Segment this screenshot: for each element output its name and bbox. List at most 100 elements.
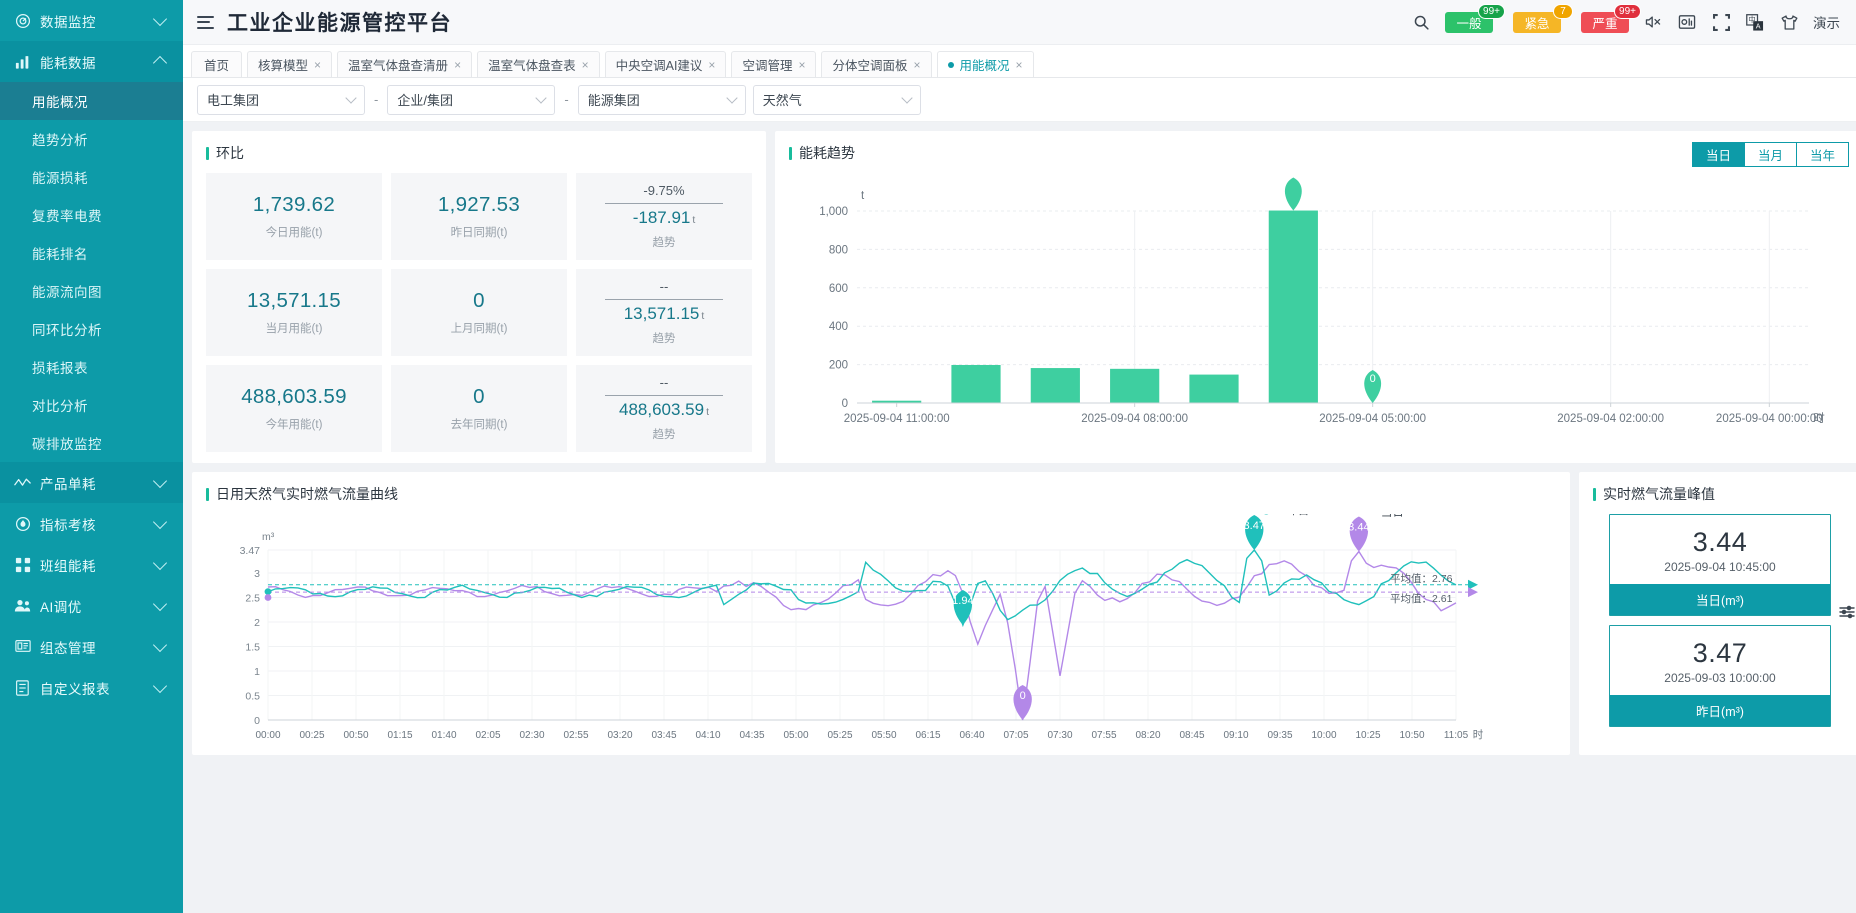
chevron-down-icon: [152, 637, 168, 652]
tab-close-icon[interactable]: ×: [314, 57, 322, 72]
trend-percent: --: [659, 279, 669, 294]
tab-close-icon[interactable]: ×: [798, 57, 806, 72]
peak-box-list: 3.44 2025-09-04 10:45:00 当日(m³) 3.47 2025-09…: [1593, 514, 1847, 727]
sidebar-item-1-6[interactable]: 同环比分析: [32, 323, 102, 338]
alert-pill-1[interactable]: 紧急 7: [1513, 3, 1573, 33]
svg-text:0: 0: [1370, 373, 1376, 385]
gauge-icon: [14, 12, 31, 29]
sidebar-group-4[interactable]: 班组能耗: [0, 544, 183, 585]
svg-text:0.5: 0.5: [245, 691, 260, 703]
sidebar-group-2[interactable]: 产品单耗: [0, 462, 183, 503]
tab-6[interactable]: 分体空调面板 ×: [821, 51, 932, 77]
svg-text:05:50: 05:50: [871, 730, 896, 741]
gas-flow-title: 日用天然气实时燃气流量曲线: [206, 484, 1556, 504]
alert-pill-2[interactable]: 严重 99+: [1581, 3, 1641, 33]
chevron-down-icon: [152, 473, 168, 488]
svg-text:11:05: 11:05: [1444, 730, 1469, 741]
sidebar-item-1-8[interactable]: 对比分析: [32, 399, 88, 414]
screenshot-icon[interactable]: [1677, 12, 1697, 32]
energy-trend-card: 能耗趋势 当日 当月 当年 0 200 400 600 800 1,000 t 2025-09-0…: [775, 131, 1856, 463]
svg-text:00:00: 00:00: [255, 730, 280, 741]
group-select[interactable]: 电工集团: [197, 84, 365, 115]
tab-3[interactable]: 温室气体盘查表 ×: [477, 51, 600, 77]
fullscreen-icon[interactable]: [1711, 12, 1731, 32]
svg-text:昨日: 昨日: [1286, 514, 1309, 517]
range-button-0[interactable]: 当日: [1691, 142, 1745, 167]
tab-bar: 首页 核算模型 × 温室气体盘查清册 × 温室气体盘查表 × 中央空调AI建议 × 空调管理 × 分体…: [183, 45, 1856, 78]
settings-slider-icon[interactable]: [1839, 604, 1855, 620]
svg-text:2025-09-04 02:00:00: 2025-09-04 02:00:00: [1557, 413, 1664, 425]
sidebar-item-1-2[interactable]: 能源损耗: [32, 171, 88, 186]
peak-value: 3.44: [1692, 527, 1748, 557]
theme-shirt-icon[interactable]: [1779, 12, 1799, 32]
svg-text:3.47: 3.47: [1244, 520, 1265, 532]
sidebar-item-1-3[interactable]: 复费率电费: [32, 209, 102, 224]
svg-text:04:35: 04:35: [739, 730, 764, 741]
gas-flow-card: 日用天然气实时燃气流量曲线 0 0.5 1 1.5 2 2.5 3 3.47 m³ 00:00 00…: [192, 472, 1570, 755]
enterprise-select[interactable]: 企业/集团: [387, 84, 556, 115]
tab-7[interactable]: 用能概况 ×: [936, 51, 1034, 77]
svg-text:08:20: 08:20: [1135, 730, 1160, 741]
peak-value-title: 实时燃气流量峰值: [1593, 484, 1847, 504]
tab-close-icon[interactable]: ×: [454, 57, 462, 72]
sidebar-item-1-4[interactable]: 能耗排名: [32, 247, 88, 262]
energy-type-select[interactable]: 天然气: [752, 84, 921, 115]
peak-footer[interactable]: 昨日(m³): [1610, 695, 1830, 726]
stat-previous-2: 0 去年同期(t): [391, 365, 567, 452]
tab-2[interactable]: 温室气体盘查清册 ×: [337, 51, 473, 77]
sidebar-item-1-9[interactable]: 碳排放监控: [32, 437, 102, 452]
sidebar-item-1-5[interactable]: 能源流向图: [32, 285, 102, 300]
main-area: 工业企业能源管控平台 一般 99+ 紧急 7 严重 99+: [183, 0, 1856, 913]
demo-label[interactable]: 演示: [1813, 16, 1840, 31]
sidebar-item-1-7[interactable]: 损耗报表: [32, 361, 88, 376]
trend-delta: 13,571.15: [623, 304, 700, 323]
search-icon[interactable]: [1411, 12, 1431, 32]
tab-close-icon[interactable]: ×: [913, 57, 921, 72]
sidebar-group-1[interactable]: 能耗数据: [0, 41, 183, 82]
translate-icon[interactable]: 中 A: [1745, 12, 1765, 32]
bar-chart-svg: 0 200 400 600 800 1,000 t 2025-09-04 11:00:00 20…: [819, 173, 1825, 425]
target-icon: [14, 515, 31, 532]
sidebar-group-5[interactable]: AI调优: [0, 585, 183, 626]
svg-text:A: A: [1756, 22, 1761, 30]
users-icon: [14, 597, 31, 614]
tab-4[interactable]: 中央空调AI建议 ×: [604, 51, 727, 77]
sidebar-group-3[interactable]: 指标考核: [0, 503, 183, 544]
alert-pill-0[interactable]: 一般 99+: [1445, 3, 1505, 33]
range-button-1[interactable]: 当月: [1743, 142, 1797, 167]
alert-pill-label: 严重: [1592, 16, 1618, 31]
energy-group-select[interactable]: 能源集团: [577, 84, 746, 115]
tab-close-icon[interactable]: ×: [581, 57, 589, 72]
svg-text:1.5: 1.5: [245, 642, 260, 654]
stat-label: 昨日同期(t): [450, 227, 508, 239]
sidebar-item-1-0[interactable]: 用能概况: [0, 82, 183, 120]
tab-5[interactable]: 空调管理 ×: [731, 51, 817, 77]
menu-toggle-icon[interactable]: [197, 15, 214, 29]
sidebar: 数据监控 能耗数据 用能概况趋势分析能源损耗复费率电费能耗排名能源流向图同环比分析损…: [0, 0, 183, 913]
stat-trend-1: -- 13,571.15 t 趋势: [576, 269, 752, 356]
sidebar-group-7[interactable]: 自定义报表: [0, 667, 183, 708]
chevron-down-icon: [152, 555, 168, 570]
svg-text:2025-09-04 11:00:00: 2025-09-04 11:00:00: [844, 413, 950, 425]
gas-flow-chart: 0 0.5 1 1.5 2 2.5 3 3.47 m³ 00:00 00:25 00:50 01:15 0…: [206, 514, 1556, 754]
sidebar-item-1-1[interactable]: 趋势分析: [32, 133, 88, 148]
svg-text:07:55: 07:55: [1091, 730, 1116, 741]
dashboard-row-bottom: 日用天然气实时燃气流量曲线 0 0.5 1 1.5 2 2.5 3 3.47 m³ 00:00 00…: [192, 472, 1856, 755]
tab-1[interactable]: 核算模型 ×: [247, 51, 333, 77]
chevron-down-icon: [535, 92, 548, 104]
svg-text:t: t: [861, 190, 865, 202]
tab-close-icon[interactable]: ×: [1015, 57, 1023, 72]
tab-0[interactable]: 首页: [191, 51, 243, 77]
trend-delta: 488,603.59: [618, 400, 705, 419]
mute-icon[interactable]: [1643, 12, 1663, 32]
sidebar-group-0[interactable]: 数据监控: [0, 0, 183, 41]
stat-current-1: 13,571.15 当月用能(t): [206, 269, 382, 356]
sidebar-group-6[interactable]: 组态管理: [0, 626, 183, 667]
svg-text:01:15: 01:15: [387, 730, 412, 741]
range-button-2[interactable]: 当年: [1795, 142, 1849, 167]
tab-close-icon[interactable]: ×: [708, 57, 716, 72]
peak-value-card: 实时燃气流量峰值 3.44 2025-09-04 10:45:00 当日(m³) 3.…: [1579, 472, 1856, 755]
header-actions: 一般 99+ 紧急 7 严重 99+: [1411, 3, 1840, 33]
peak-footer[interactable]: 当日(m³): [1610, 584, 1830, 615]
